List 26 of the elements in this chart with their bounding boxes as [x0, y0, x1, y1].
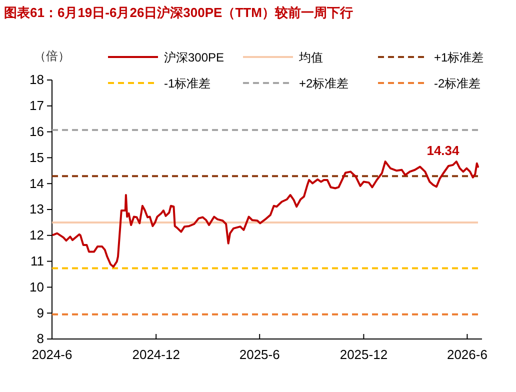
y-tick-label: 14: [30, 176, 44, 191]
legend-label: 均值: [298, 50, 323, 64]
line-series: [52, 160, 480, 268]
y-tick-label: 17: [30, 98, 44, 114]
y-tick-label: 9: [36, 305, 44, 320]
y-tick-label: 10: [30, 279, 44, 294]
legend-label: -2标准差: [434, 76, 481, 90]
x-tick-label: 2025-6: [239, 346, 280, 362]
y-tick-label: 18: [30, 72, 44, 88]
y-tick-label: 12: [30, 228, 44, 243]
x-tick-label: 2024-12: [132, 346, 180, 362]
annotation: 14.34: [426, 143, 460, 158]
y-tick-label: 8: [36, 331, 44, 346]
x-tick-label: 2024-6: [32, 346, 72, 362]
chart-title: 图表61：6月19日-6月26日沪深300PE（TTM）较前一周下行: [4, 5, 353, 20]
legend-label: +2标准差: [299, 76, 349, 90]
legend-label: +1标准差: [434, 50, 484, 64]
legend-label: -1标准差: [164, 76, 211, 90]
y-tick-label: 13: [30, 202, 44, 217]
y-axis-title: （倍）: [34, 49, 70, 63]
y-tick-label: 16: [30, 124, 44, 139]
x-tick-label: 2025-12: [340, 346, 388, 362]
y-tick-label: 15: [30, 150, 44, 165]
legend-label: 沪深300PE: [164, 50, 224, 64]
y-tick-label: 11: [30, 253, 44, 268]
x-tick-label: 2026-6: [446, 346, 488, 362]
